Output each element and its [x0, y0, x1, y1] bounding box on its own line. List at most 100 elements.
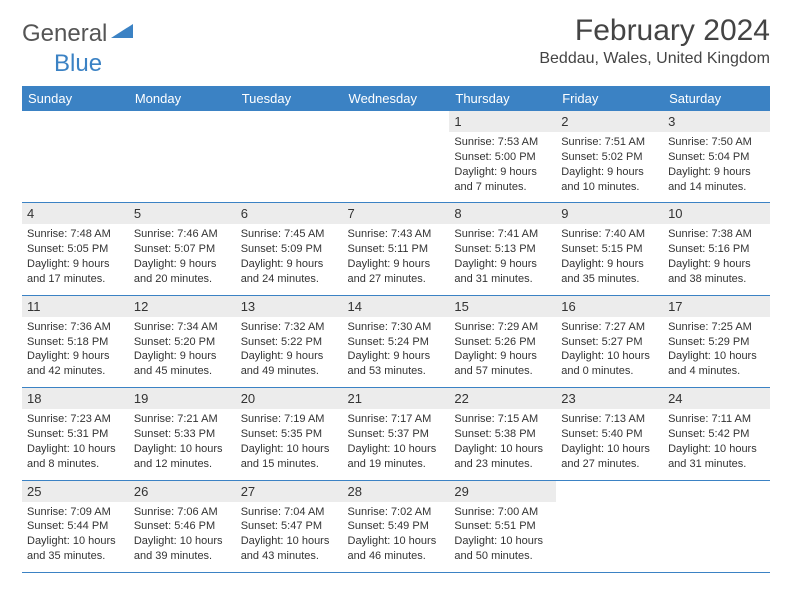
sunrise-text: Sunrise: 7:53 AM	[454, 135, 551, 150]
daylight-line2: and 14 minutes.	[668, 180, 765, 195]
daylight-line1: Daylight: 10 hours	[561, 349, 658, 364]
daylight-line2: and 7 minutes.	[454, 180, 551, 195]
sunset-text: Sunset: 5:11 PM	[348, 242, 445, 257]
sunrise-text: Sunrise: 7:17 AM	[348, 412, 445, 427]
calendar-cell-22: 22Sunrise: 7:15 AMSunset: 5:38 PMDayligh…	[449, 388, 556, 480]
calendar-cell-18: 18Sunrise: 7:23 AMSunset: 5:31 PMDayligh…	[22, 388, 129, 480]
location-label: Beddau, Wales, United Kingdom	[539, 50, 770, 68]
date-number: 16	[556, 296, 663, 317]
day-info: Sunrise: 7:06 AMSunset: 5:46 PMDaylight:…	[129, 502, 236, 572]
daylight-line2: and 38 minutes.	[668, 272, 765, 287]
date-number: 29	[449, 481, 556, 502]
day-header-tuesday: Tuesday	[236, 86, 343, 111]
daylight-line1: Daylight: 10 hours	[348, 442, 445, 457]
sunset-text: Sunset: 5:33 PM	[134, 427, 231, 442]
sunset-text: Sunset: 5:20 PM	[134, 335, 231, 350]
sunrise-text: Sunrise: 7:38 AM	[668, 227, 765, 242]
day-header-saturday: Saturday	[663, 86, 770, 111]
daylight-line2: and 42 minutes.	[27, 364, 124, 379]
day-info: Sunrise: 7:04 AMSunset: 5:47 PMDaylight:…	[236, 502, 343, 572]
sunset-text: Sunset: 5:18 PM	[27, 335, 124, 350]
daylight-line1: Daylight: 10 hours	[134, 442, 231, 457]
calendar-cell-28: 28Sunrise: 7:02 AMSunset: 5:49 PMDayligh…	[343, 480, 450, 572]
daylight-line1: Daylight: 9 hours	[134, 349, 231, 364]
date-number: 7	[343, 203, 450, 224]
calendar-row: 18Sunrise: 7:23 AMSunset: 5:31 PMDayligh…	[22, 388, 770, 480]
daylight-line1: Daylight: 9 hours	[241, 257, 338, 272]
day-header-friday: Friday	[556, 86, 663, 111]
daylight-line1: Daylight: 9 hours	[454, 257, 551, 272]
calendar-table: SundayMondayTuesdayWednesdayThursdayFrid…	[22, 86, 770, 573]
day-info: Sunrise: 7:29 AMSunset: 5:26 PMDaylight:…	[449, 317, 556, 387]
date-number: 17	[663, 296, 770, 317]
calendar-cell-8: 8Sunrise: 7:41 AMSunset: 5:13 PMDaylight…	[449, 203, 556, 295]
sunrise-text: Sunrise: 7:50 AM	[668, 135, 765, 150]
day-info: Sunrise: 7:23 AMSunset: 5:31 PMDaylight:…	[22, 409, 129, 479]
header: General February 2024 Beddau, Wales, Uni…	[22, 14, 770, 68]
calendar-cell-1: 1Sunrise: 7:53 AMSunset: 5:00 PMDaylight…	[449, 111, 556, 203]
daylight-line2: and 49 minutes.	[241, 364, 338, 379]
daylight-line1: Daylight: 9 hours	[561, 257, 658, 272]
calendar-cell-2: 2Sunrise: 7:51 AMSunset: 5:02 PMDaylight…	[556, 111, 663, 203]
calendar-cell-16: 16Sunrise: 7:27 AMSunset: 5:27 PMDayligh…	[556, 295, 663, 387]
date-number: 14	[343, 296, 450, 317]
calendar-row: 25Sunrise: 7:09 AMSunset: 5:44 PMDayligh…	[22, 480, 770, 572]
daylight-line1: Daylight: 10 hours	[134, 534, 231, 549]
calendar-cell-25: 25Sunrise: 7:09 AMSunset: 5:44 PMDayligh…	[22, 480, 129, 572]
date-number: 26	[129, 481, 236, 502]
day-info: Sunrise: 7:21 AMSunset: 5:33 PMDaylight:…	[129, 409, 236, 479]
date-number: 27	[236, 481, 343, 502]
calendar-cell-9: 9Sunrise: 7:40 AMSunset: 5:15 PMDaylight…	[556, 203, 663, 295]
daylight-line2: and 15 minutes.	[241, 457, 338, 472]
day-info: Sunrise: 7:27 AMSunset: 5:27 PMDaylight:…	[556, 317, 663, 387]
daylight-line1: Daylight: 9 hours	[454, 165, 551, 180]
calendar-cell-24: 24Sunrise: 7:11 AMSunset: 5:42 PMDayligh…	[663, 388, 770, 480]
calendar-cell-empty	[663, 480, 770, 572]
date-number: 1	[449, 111, 556, 132]
daylight-line2: and 31 minutes.	[454, 272, 551, 287]
sunrise-text: Sunrise: 7:45 AM	[241, 227, 338, 242]
sunset-text: Sunset: 5:22 PM	[241, 335, 338, 350]
sunset-text: Sunset: 5:46 PM	[134, 519, 231, 534]
sunset-text: Sunset: 5:38 PM	[454, 427, 551, 442]
sunset-text: Sunset: 5:16 PM	[668, 242, 765, 257]
daylight-line1: Daylight: 10 hours	[454, 442, 551, 457]
logo: General	[22, 14, 135, 48]
daylight-line2: and 27 minutes.	[348, 272, 445, 287]
date-number: 20	[236, 388, 343, 409]
sunset-text: Sunset: 5:27 PM	[561, 335, 658, 350]
calendar-cell-11: 11Sunrise: 7:36 AMSunset: 5:18 PMDayligh…	[22, 295, 129, 387]
daylight-line2: and 24 minutes.	[241, 272, 338, 287]
daylight-line2: and 53 minutes.	[348, 364, 445, 379]
daylight-line2: and 20 minutes.	[134, 272, 231, 287]
day-info: Sunrise: 7:09 AMSunset: 5:44 PMDaylight:…	[22, 502, 129, 572]
date-number: 5	[129, 203, 236, 224]
daylight-line1: Daylight: 10 hours	[348, 534, 445, 549]
date-number: 2	[556, 111, 663, 132]
calendar-cell-empty	[129, 111, 236, 203]
sunset-text: Sunset: 5:04 PM	[668, 150, 765, 165]
sunrise-text: Sunrise: 7:06 AM	[134, 505, 231, 520]
sunset-text: Sunset: 5:26 PM	[454, 335, 551, 350]
sunrise-text: Sunrise: 7:02 AM	[348, 505, 445, 520]
calendar-cell-empty	[22, 111, 129, 203]
date-number: 23	[556, 388, 663, 409]
daylight-line2: and 10 minutes.	[561, 180, 658, 195]
daylight-line2: and 19 minutes.	[348, 457, 445, 472]
day-info: Sunrise: 7:41 AMSunset: 5:13 PMDaylight:…	[449, 224, 556, 294]
day-info: Sunrise: 7:46 AMSunset: 5:07 PMDaylight:…	[129, 224, 236, 294]
sunrise-text: Sunrise: 7:04 AM	[241, 505, 338, 520]
date-number: 21	[343, 388, 450, 409]
day-info: Sunrise: 7:51 AMSunset: 5:02 PMDaylight:…	[556, 132, 663, 202]
sunset-text: Sunset: 5:09 PM	[241, 242, 338, 257]
day-info: Sunrise: 7:25 AMSunset: 5:29 PMDaylight:…	[663, 317, 770, 387]
sunrise-text: Sunrise: 7:11 AM	[668, 412, 765, 427]
day-info: Sunrise: 7:30 AMSunset: 5:24 PMDaylight:…	[343, 317, 450, 387]
daylight-line2: and 12 minutes.	[134, 457, 231, 472]
sunset-text: Sunset: 5:44 PM	[27, 519, 124, 534]
date-number: 8	[449, 203, 556, 224]
date-number: 9	[556, 203, 663, 224]
sunset-text: Sunset: 5:37 PM	[348, 427, 445, 442]
sunset-text: Sunset: 5:47 PM	[241, 519, 338, 534]
daylight-line2: and 39 minutes.	[134, 549, 231, 564]
